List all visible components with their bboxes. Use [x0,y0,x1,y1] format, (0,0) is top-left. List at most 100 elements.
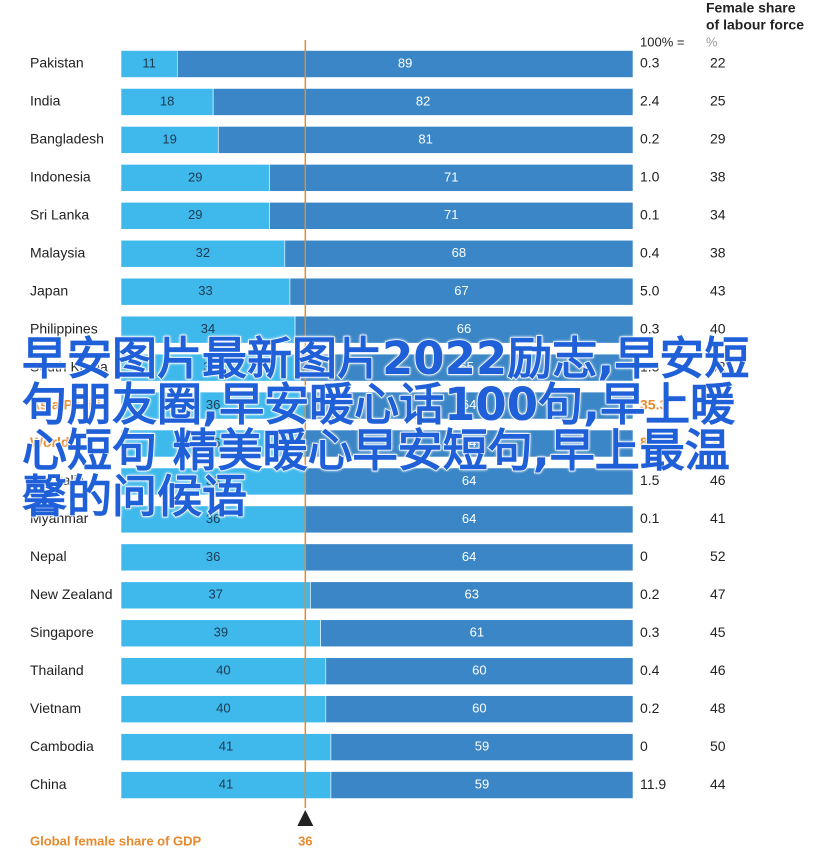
bar-segment [120,505,306,534]
column-1-value: 0.4 [640,244,660,260]
bar-segment [305,391,634,420]
bar-segment [120,239,286,268]
bar-segment [120,543,306,572]
bar-segment [325,695,634,723]
category-label: Asia Pacific [30,396,109,412]
bar-value-label: 59 [475,776,489,791]
category-label: Bangladesh [30,131,104,147]
bar-segment [120,164,270,192]
column-2-value: 44 [710,776,726,792]
bar-segment [120,429,306,458]
bar-value-label: 36 [206,549,220,564]
bar-value-label: 33 [198,283,212,298]
bar-value-label: 34 [201,321,215,336]
column-2-value: 25 [710,93,726,109]
bar-value-label: 19 [162,131,176,146]
column-1-value: 35.3 [640,396,667,412]
reference-marker [297,810,314,826]
bar-value-label: 82 [416,93,430,108]
bar-segment [310,581,634,610]
column-1-value: 5.0 [640,282,660,298]
category-label: South Korea [30,358,108,374]
bar-segment [305,505,634,534]
category-label: Cambodia [30,738,94,754]
bar-value-label: 18 [160,93,174,108]
bar-value-label: 65 [459,359,473,374]
bar-segment [325,657,634,686]
bar-segment [120,581,311,610]
column-2-value: 46 [710,662,726,678]
bar-segment [120,277,291,306]
column-2-value: 42 [710,358,726,374]
category-label: Vietnam [30,700,81,716]
bar-value-label: 68 [452,245,466,260]
column-2-value: 37 [710,396,726,412]
column-2-value: 38 [710,244,726,260]
column-1-value: 2.4 [640,93,660,109]
column-header: 100% = [640,34,684,49]
column-2-value: 29 [710,131,726,147]
column-1-value: 0 [640,738,648,754]
bar-segment [120,657,327,686]
bar-segment [120,467,306,496]
bar-value-label: 64 [462,397,476,412]
column-1-value: 0.2 [640,700,660,716]
bar-value-label: 60 [472,663,486,678]
column-1-value: 0 [640,548,648,564]
overlay-title: 早安图片最新图片2022励志,早安短句朋友圈,早安暖心话100句,早上暖心短句 … [21,332,750,523]
bar-segment [284,239,634,268]
column-2-value: 52 [710,548,726,564]
bar-segment [305,429,634,458]
bar-value-label: 36 [206,511,220,526]
bar-value-label: 11 [142,55,156,70]
bar-segment [120,771,332,799]
bar-value-label: 64 [462,549,476,564]
category-label: Nepal [30,548,67,564]
bar-value-label: 36 [206,473,220,488]
column-1-value: 0.4 [640,662,660,678]
column-1-value: 1.0 [640,169,660,185]
category-label: Thailand [30,662,84,678]
bar-value-label: 67 [454,283,468,298]
bar-value-label: 61 [470,625,484,640]
bar-segment [330,771,634,799]
bar-segment [320,619,634,648]
column-title: of labour force [706,17,804,33]
bar-value-label: 32 [196,245,210,260]
bar-segment [299,353,634,382]
bar-segment [330,733,634,761]
bar-value-label: 60 [472,701,486,716]
column-1-value: 0.3 [640,320,660,336]
column-2-value: 47 [710,586,726,602]
category-label: Australia [30,472,85,488]
column-2-value: 40 [710,320,726,336]
bar-value-label: 64 [462,435,476,450]
reference-value: 36 [298,833,312,848]
category-label: Malaysia [30,244,85,260]
column-1-value: 0.2 [640,586,660,602]
bar-value-label: 29 [188,169,202,184]
column-2-value: 45 [710,624,726,640]
bar-value-label: 64 [462,511,476,526]
bar-segment [305,467,634,496]
bar-value-label: 71 [444,169,458,184]
bar-value-label: 37 [208,587,222,602]
column-title: Female share [706,0,796,16]
category-label: China [30,776,67,792]
category-label: Pakistan [30,55,84,71]
category-label: Indonesia [30,169,91,185]
bar-value-label: 41 [219,776,233,791]
bar-value-label: 40 [216,701,230,716]
bar-segment [269,164,634,192]
bar-value-label: 63 [464,587,478,602]
column-1-value: 0.3 [640,624,660,640]
column-1-value: 0.3 [640,55,660,71]
bar-value-label: 36 [206,435,220,450]
bar-value-label: 36 [206,397,220,412]
category-label: Singapore [30,624,94,640]
bar-value-label: 35 [203,359,217,374]
bar-value-label: 41 [219,739,233,754]
bar-segment [212,88,634,116]
